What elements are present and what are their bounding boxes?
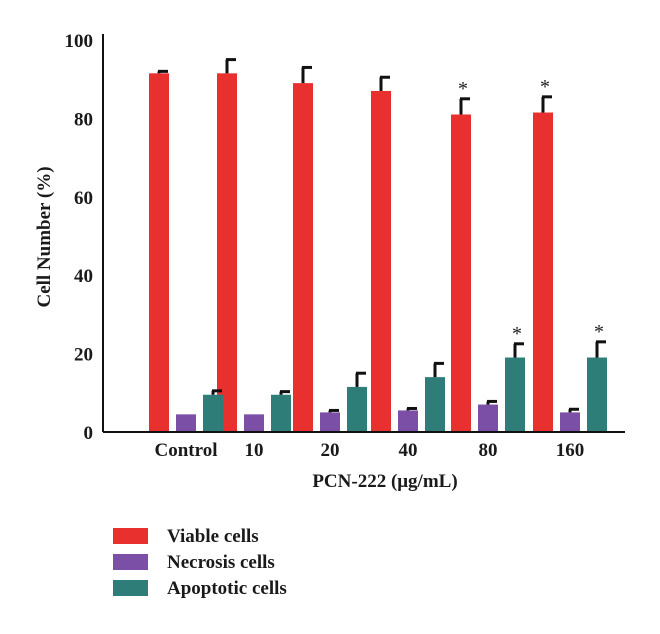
legend-label: Necrosis cells	[167, 552, 275, 573]
x-tick-label: 160	[556, 440, 585, 461]
legend-swatch	[113, 528, 148, 544]
bar-viable-cells-10	[217, 73, 237, 432]
plot-area: * * * *	[149, 58, 607, 433]
bar-necrosis-cells-80	[478, 404, 498, 432]
bar-apoptotic-cells-10	[271, 394, 291, 432]
x-tick-label: Control	[155, 440, 218, 461]
x-tick-label: 10	[245, 440, 264, 461]
legend-swatch	[113, 554, 148, 570]
significance-marker: *	[512, 323, 522, 345]
bar-necrosis-cells-40	[398, 410, 418, 432]
bar-apoptotic-cells-80	[505, 357, 525, 432]
axes: 0 20 40 60 80 100 Control 10 20 40 80 160	[65, 31, 625, 461]
x-tick-label: 20	[321, 440, 340, 461]
significance-marker: *	[458, 78, 468, 100]
bar-apoptotic-cells-control	[203, 394, 223, 432]
bar-viable-cells-40	[371, 90, 391, 433]
y-tick-label: 80	[74, 109, 93, 130]
x-tick-label: 40	[399, 440, 418, 461]
legend: Viable cells Necrosis cells Apoptotic cell…	[113, 526, 287, 599]
significance-marker: *	[594, 321, 604, 343]
bar-viable-cells-160	[533, 112, 553, 433]
legend-swatch	[113, 580, 148, 596]
bar-apoptotic-cells-160	[587, 357, 607, 432]
bar-necrosis-cells-20	[320, 412, 340, 432]
y-tick-label: 40	[74, 266, 93, 287]
x-axis-title: PCN-222 (μg/mL)	[312, 471, 457, 492]
bar-necrosis-cells-10	[244, 414, 264, 432]
y-axis-title: Cell Number (%)	[34, 166, 55, 307]
significance-marker: *	[540, 76, 550, 98]
bar-necrosis-cells-160	[560, 412, 580, 432]
legend-label: Viable cells	[167, 526, 259, 547]
bar-apoptotic-cells-40	[425, 377, 445, 432]
y-tick-label: 0	[84, 423, 94, 444]
y-tick-label: 60	[74, 188, 93, 209]
x-tick-label: 80	[479, 440, 498, 461]
y-tick-label: 20	[74, 345, 93, 366]
bar-viable-cells-control	[149, 73, 169, 432]
bar-apoptotic-cells-20	[347, 386, 367, 432]
y-tick-label: 100	[65, 31, 94, 52]
bar-viable-cells-20	[293, 83, 313, 433]
bar-viable-cells-80	[451, 114, 471, 432]
bar-necrosis-cells-control	[176, 414, 196, 432]
legend-label: Apoptotic cells	[167, 578, 287, 599]
